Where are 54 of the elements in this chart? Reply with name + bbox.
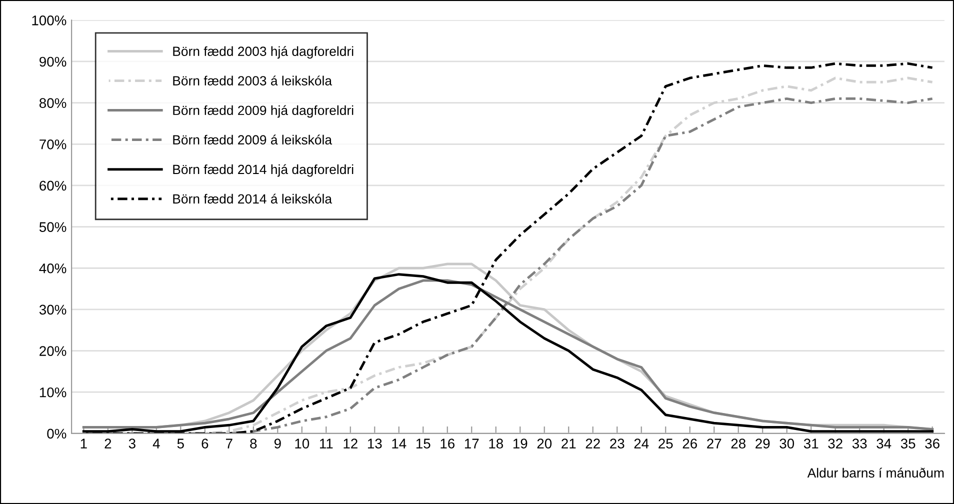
y-tick-label: 20%	[40, 346, 66, 356]
x-tick-label: 3	[128, 438, 136, 449]
x-tick-label: 15	[416, 438, 430, 449]
x-tick-label: 14	[392, 438, 406, 448]
x-tick-label: 28	[731, 438, 746, 449]
y-tick-label: 80%	[39, 98, 66, 108]
x-tick-label: 8	[250, 438, 257, 449]
legend-label: Börn fædd 2003 á leikskóla	[173, 76, 332, 86]
legend-label: Börn fædd 2014 hjá dagforeldri	[173, 164, 354, 177]
x-tick-label: 30	[780, 438, 794, 449]
legend-label: Börn fædd 2003 hjá dagforeldri	[173, 46, 354, 59]
x-tick-label: 34	[876, 438, 892, 449]
x-tick-label: 12	[344, 438, 358, 448]
x-tick-label: 36	[925, 438, 940, 449]
x-tick-label: 11	[320, 438, 333, 448]
x-tick-label: 22	[586, 438, 600, 448]
y-tick-label: 40%	[39, 263, 66, 274]
y-tick-label: 100%	[32, 15, 66, 26]
x-tick-label: 2	[104, 438, 112, 448]
x-tick-label: 17	[464, 438, 479, 448]
x-tick-label: 29	[756, 438, 770, 449]
x-tick-label: 5	[177, 438, 184, 449]
legend-label: Börn fædd 2014 á leikskóla	[173, 194, 332, 204]
y-tick-label: 10%	[40, 387, 66, 398]
x-tick-label: 4	[152, 438, 160, 448]
x-tick-label: 31	[804, 438, 818, 449]
x-tick-label: 6	[202, 438, 208, 449]
x-axis-title: Aldur barns í mánuðum	[807, 468, 944, 478]
y-tick-label: 50%	[39, 222, 66, 232]
legend-label: Börn fædd 2009 á leikskóla	[173, 134, 332, 145]
x-tick-label: 21	[562, 438, 576, 448]
x-tick-label: 7	[226, 438, 232, 448]
legend-label: Börn fædd 2009 hjá dagforeldri	[173, 105, 354, 118]
x-tick-label: 16	[440, 438, 454, 449]
x-tick-label: 19	[513, 438, 528, 449]
y-tick-label: 30%	[39, 304, 66, 315]
y-tick-label: 60%	[40, 180, 66, 191]
x-tick-label: 24	[634, 438, 649, 448]
x-tick-label: 23	[610, 438, 624, 449]
x-tick-label: 27	[707, 438, 722, 448]
y-tick-label: 70%	[40, 139, 66, 150]
x-tick-label: 20	[537, 438, 552, 449]
x-tick-label: 25	[658, 438, 673, 449]
x-tick-label: 13	[368, 438, 382, 449]
y-tick-label: 90%	[40, 56, 66, 67]
x-tick-label: 10	[295, 438, 310, 449]
x-tick-label: 18	[489, 438, 503, 449]
x-tick-label: 32	[828, 438, 842, 449]
x-tick-label: 1	[80, 438, 87, 448]
x-tick-label: 26	[682, 438, 697, 449]
x-tick-label: 35	[900, 438, 916, 449]
y-tick-label: 0%	[47, 428, 66, 439]
x-tick-label: 9	[274, 438, 281, 449]
x-tick-label: 33	[852, 438, 867, 449]
